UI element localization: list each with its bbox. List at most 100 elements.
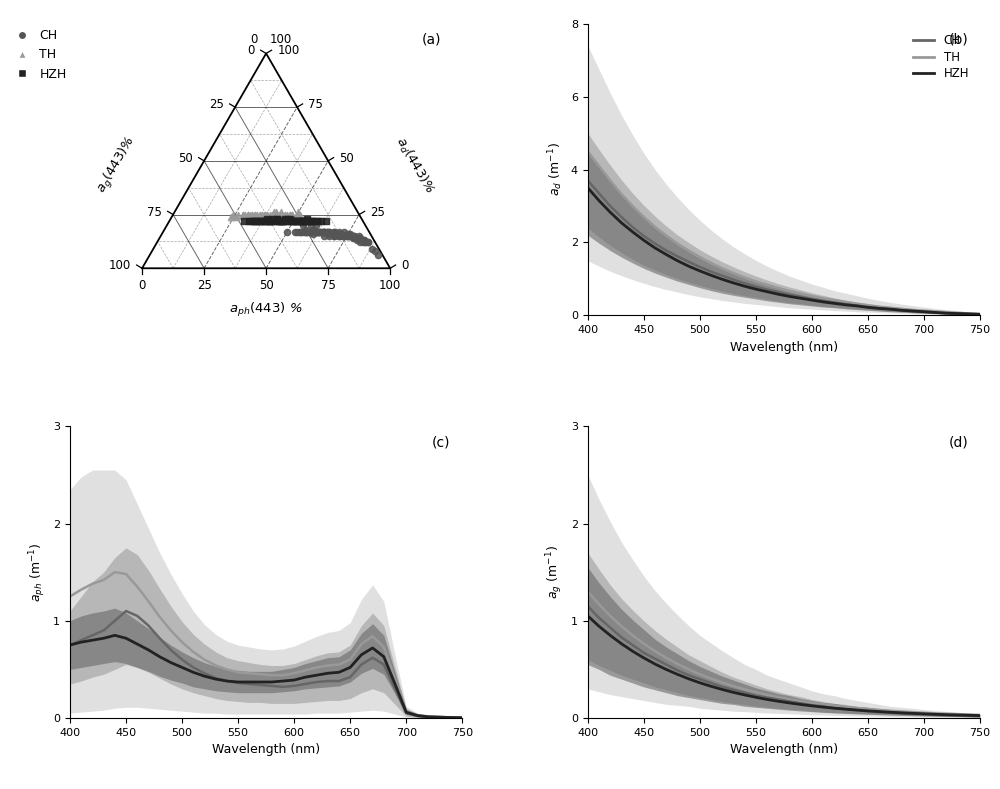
Point <box>340 227 356 240</box>
Point <box>331 226 347 238</box>
Point <box>284 208 300 221</box>
Point <box>351 230 367 242</box>
Text: 100: 100 <box>277 44 300 58</box>
Point <box>295 219 311 232</box>
Text: 75: 75 <box>147 206 162 219</box>
Point <box>287 226 303 238</box>
Point <box>259 208 275 221</box>
Point <box>269 208 285 221</box>
Point <box>257 208 273 221</box>
Point <box>357 236 373 249</box>
Point <box>318 215 334 227</box>
Point <box>280 215 296 227</box>
Point <box>321 226 337 238</box>
Point <box>284 208 300 221</box>
Point <box>285 215 301 227</box>
Point <box>279 212 295 225</box>
Point <box>269 212 285 225</box>
Point <box>272 208 288 221</box>
Point <box>303 219 319 232</box>
Point <box>295 215 311 227</box>
Point <box>345 232 361 245</box>
Text: $a_d(443)$%: $a_d(443)$% <box>392 133 438 196</box>
Point <box>254 208 270 221</box>
Point <box>246 215 262 227</box>
Point <box>273 215 289 227</box>
Point <box>300 215 316 227</box>
Point <box>249 208 265 221</box>
Point <box>360 236 376 249</box>
Point <box>326 230 342 242</box>
Point <box>333 227 349 240</box>
Point <box>236 215 252 227</box>
Point <box>316 230 332 242</box>
Text: (b): (b) <box>948 32 968 47</box>
Point <box>357 236 373 249</box>
Point <box>339 230 355 242</box>
Y-axis label: $a_{ph}\ (\mathrm{m}^{-1})$: $a_{ph}\ (\mathrm{m}^{-1})$ <box>27 542 48 602</box>
Point <box>346 230 362 242</box>
Point <box>336 226 352 238</box>
Point <box>257 208 273 221</box>
Point <box>266 215 282 227</box>
Text: 50: 50 <box>339 151 354 165</box>
Point <box>294 226 310 238</box>
Point <box>323 227 339 240</box>
Text: 0: 0 <box>401 260 409 272</box>
Point <box>283 215 299 227</box>
Point <box>235 208 251 221</box>
Point <box>273 215 289 227</box>
Point <box>303 215 319 227</box>
Text: 25: 25 <box>209 98 224 111</box>
Point <box>321 226 337 238</box>
Point <box>271 215 287 227</box>
Point <box>313 215 329 227</box>
Point <box>360 236 376 249</box>
Text: $a_g(443)$%: $a_g(443)$% <box>94 133 141 197</box>
Point <box>352 232 368 245</box>
Point <box>309 226 325 238</box>
Point <box>330 227 346 240</box>
Point <box>328 227 344 240</box>
Point <box>342 227 358 240</box>
Point <box>282 208 298 221</box>
Text: 100: 100 <box>109 260 131 272</box>
Point <box>256 215 272 227</box>
Point <box>278 215 294 227</box>
Point <box>262 208 278 221</box>
Point <box>302 226 318 238</box>
Point <box>243 215 259 227</box>
Point <box>256 215 272 227</box>
Point <box>282 212 298 225</box>
Point <box>295 215 311 227</box>
Point <box>268 215 284 227</box>
Point <box>289 226 305 238</box>
Point <box>285 215 301 227</box>
Point <box>298 215 314 227</box>
Point <box>271 215 287 227</box>
Point <box>355 236 371 249</box>
Point <box>266 206 282 219</box>
Point <box>290 215 306 227</box>
Text: 100: 100 <box>270 33 292 46</box>
Text: 50: 50 <box>178 151 193 165</box>
Point <box>311 226 327 238</box>
Text: 0: 0 <box>138 279 146 293</box>
Point <box>263 215 279 227</box>
Point <box>240 208 256 221</box>
Point <box>299 226 315 238</box>
Point <box>298 215 314 227</box>
Point <box>308 219 324 232</box>
Point <box>370 249 386 262</box>
Point <box>344 230 360 242</box>
Point <box>268 206 284 219</box>
Point <box>326 230 342 242</box>
Point <box>258 215 274 227</box>
Point <box>247 208 263 221</box>
Point <box>269 208 285 221</box>
Point <box>285 215 301 227</box>
Point <box>331 230 347 242</box>
Point <box>264 212 280 225</box>
Point <box>330 227 346 240</box>
Point <box>273 215 289 227</box>
